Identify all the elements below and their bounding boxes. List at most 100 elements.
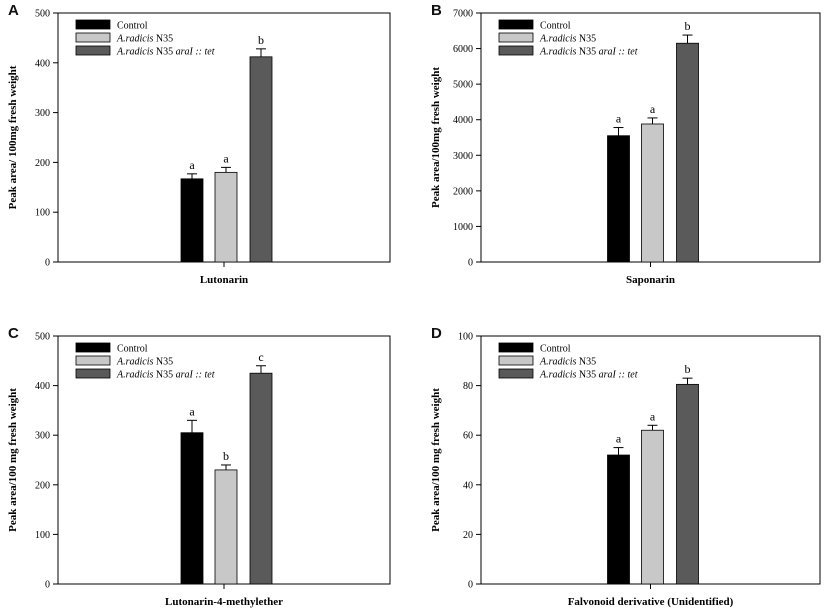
significance-letter: b — [223, 449, 229, 463]
legend-text: N35 — [153, 357, 173, 368]
panel-letter: D — [431, 325, 442, 342]
bar-mutant — [676, 383, 699, 585]
y-tick-label: 300 — [35, 431, 50, 442]
panel-a: A 0 100 200 300 400 500 Lutonarin Peak area/ 100… — [7, 2, 391, 286]
legend-text: N35 — [153, 34, 173, 45]
y-tick-label: 3000 — [453, 151, 473, 162]
legend-text: N35 — [576, 47, 598, 58]
y-axis-title: Peak area/100 mg fresh weight — [7, 388, 19, 532]
x-axis-label: Lutonarin — [200, 274, 248, 286]
significance-letter: c — [258, 350, 263, 364]
y-tick-label: 0 — [468, 258, 473, 269]
legend-swatch-mutant — [498, 368, 534, 379]
bar-n35 — [214, 469, 238, 585]
significance-letter: b — [685, 19, 691, 33]
bar-mutant — [249, 56, 273, 263]
legend-italic: araI :: tet — [176, 47, 215, 58]
significance-letter: a — [189, 404, 195, 418]
legend-text: N35 — [576, 357, 596, 368]
bar-control — [607, 454, 630, 585]
significance-letter: a — [223, 151, 229, 165]
legend-italic: A.radicis — [539, 47, 576, 58]
x-axis-label: Falvonoid derivative (Unidentified) — [568, 596, 734, 608]
x-axis-label: Lutonarin-4-methylether — [165, 596, 283, 608]
legend-italic: A.radicis — [539, 370, 576, 381]
y-tick-label: 300 — [35, 108, 50, 119]
significance-letter: a — [650, 102, 656, 116]
y-tick-label: 0 — [45, 258, 50, 269]
y-tick-label: 20 — [463, 530, 473, 541]
legend-italic: A.radicis — [539, 34, 576, 45]
y-tick-label: 400 — [35, 58, 50, 69]
significance-letter: a — [616, 112, 622, 126]
y-tick-label: 0 — [468, 580, 473, 591]
y-tick-label: 500 — [35, 9, 50, 20]
legend-label-n35: A.radicis N35 — [116, 34, 173, 45]
y-axis-title: Peak area/ 100mg fresh weight — [7, 65, 19, 209]
legend-text: N35 — [153, 47, 175, 58]
panel-b: B 0 1000 2000 3000 4000 5000 6000 7000 Saponarin P… — [430, 2, 821, 286]
panel-c: C 0 100 200 300 400 500 Lutonarin-4-methylether… — [7, 325, 391, 608]
y-tick-label: 100 — [35, 530, 50, 541]
legend-label-control: Control — [117, 21, 148, 32]
legend-italic: A.radicis — [116, 370, 153, 381]
significance-letter: a — [650, 409, 656, 423]
legend-swatch-mutant — [498, 45, 534, 56]
y-tick-label: 80 — [463, 381, 473, 392]
legend-label-mutant: A.radicis N35 araI :: tet — [116, 370, 215, 381]
legend-swatch-mutant — [75, 45, 111, 56]
legend-italic: A.radicis — [116, 34, 153, 45]
y-tick-label: 1000 — [453, 222, 473, 233]
y-tick-label: 4000 — [453, 115, 473, 126]
y-tick-label: 200 — [35, 158, 50, 169]
legend-label-control: Control — [117, 344, 148, 355]
significance-letter: a — [189, 158, 195, 172]
bar-n35 — [641, 429, 664, 585]
bar-control — [180, 178, 204, 263]
legend-swatch-n35 — [75, 355, 111, 366]
y-tick-label: 500 — [35, 332, 50, 343]
y-tick-label: 200 — [35, 480, 50, 491]
legend-swatch-control — [75, 19, 111, 30]
panel-letter: B — [431, 2, 442, 19]
legend-label-mutant: A.radicis N35 araI :: tet — [116, 47, 215, 58]
legend-italic: A.radicis — [116, 47, 153, 58]
bar-n35 — [641, 123, 664, 263]
legend-label-mutant: A.radicis N35 araI :: tet — [539, 47, 638, 58]
legend-swatch-n35 — [75, 32, 111, 43]
legend-text: N35 — [153, 370, 175, 381]
y-tick-label: 6000 — [453, 44, 473, 55]
legend-swatch-n35 — [498, 355, 534, 366]
legend-label-n35: A.radicis N35 — [116, 357, 173, 368]
bar-mutant — [676, 42, 699, 263]
legend-italic: araI :: tet — [599, 370, 638, 381]
panel-letter: C — [8, 325, 19, 342]
y-tick-label: 7000 — [453, 9, 473, 20]
legend-label-mutant: A.radicis N35 araI :: tet — [539, 370, 638, 381]
legend-text: N35 — [576, 370, 598, 381]
legend-label-n35: A.radicis N35 — [539, 34, 596, 45]
y-tick-label: 40 — [463, 480, 473, 491]
bar-n35 — [214, 171, 238, 263]
bar-mutant — [249, 372, 273, 585]
significance-letter: b — [685, 362, 691, 376]
legend-swatch-control — [498, 342, 534, 353]
x-axis-label: Saponarin — [626, 274, 675, 286]
significance-letter: a — [616, 432, 622, 446]
y-tick-label: 100 — [35, 208, 50, 219]
legend-italic: araI :: tet — [176, 370, 215, 381]
bar-control — [180, 432, 204, 585]
panel-d: D 0 20 40 60 80 100 Falvonoid derivative (Unide… — [430, 325, 821, 608]
legend-swatch-control — [75, 342, 111, 353]
legend-italic: A.radicis — [539, 357, 576, 368]
legend-swatch-n35 — [498, 32, 534, 43]
legend-label-control: Control — [540, 21, 571, 32]
y-tick-label: 100 — [458, 332, 473, 343]
legend-swatch-control — [498, 19, 534, 30]
y-tick-label: 0 — [45, 580, 50, 591]
significance-letter: b — [258, 33, 264, 47]
legend-italic: A.radicis — [116, 357, 153, 368]
legend-swatch-mutant — [75, 368, 111, 379]
y-tick-label: 60 — [463, 431, 473, 442]
